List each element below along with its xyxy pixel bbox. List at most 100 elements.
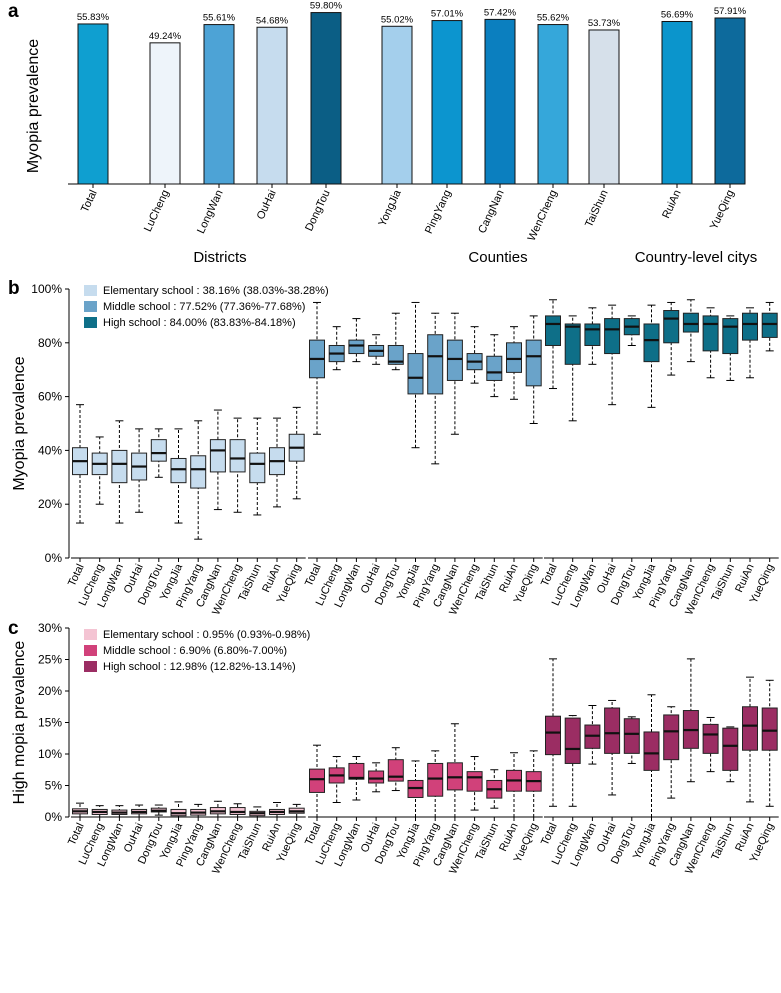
legend-swatch-middle-school: [84, 645, 97, 656]
bar-longwan: [203, 24, 235, 185]
x-tick-label: Total: [66, 562, 87, 588]
box-iqr: [150, 439, 167, 462]
y-tick-label: 40%: [38, 443, 62, 457]
box-elementary-school-wencheng: [229, 417, 246, 513]
bar-dongtou: [310, 12, 342, 185]
box-iqr: [525, 339, 542, 387]
bar-value-label: 49.24%: [149, 31, 182, 42]
box-high-school-cangnan: [682, 658, 699, 783]
x-tick-label: Total: [66, 821, 87, 847]
y-axis-title: Myopia prevalence: [11, 356, 28, 490]
y-tick-label: 0%: [45, 810, 63, 824]
bar-ouhai: [256, 26, 288, 185]
box-middle-school-yueqing: [525, 315, 542, 424]
legend-swatch-elementary-school: [84, 629, 97, 640]
legend-label-elementary-school: Elementary school : 0.95% (0.93%-0.98%): [103, 629, 310, 641]
box-middle-school-ruian: [506, 752, 522, 818]
box-high-school-taishun: [722, 315, 739, 381]
x-tick-label: CangNan: [476, 188, 507, 235]
legend-label-high-school: High school : 12.98% (12.82%-13.14%): [103, 661, 296, 673]
bar-value-label: 55.83%: [77, 12, 110, 23]
box-iqr: [368, 770, 385, 784]
box-iqr: [742, 312, 758, 341]
x-tick-label: LongWan: [195, 188, 226, 235]
box-middle-school-total: [309, 301, 325, 435]
box-iqr: [466, 771, 483, 792]
legend-swatch-middle-school: [84, 301, 97, 312]
y-tick-label: 0%: [45, 551, 63, 565]
box-iqr: [486, 355, 503, 381]
box-middle-school-yongjia: [407, 301, 424, 449]
box-high-school-pingyang: [663, 706, 680, 799]
x-tick-label: RuiAn: [660, 188, 684, 220]
x-tick-label: TaiShun: [583, 188, 611, 229]
box-iqr: [309, 768, 325, 793]
box-elementary-school-total: [72, 802, 88, 818]
box-middle-school-longwan: [348, 318, 365, 363]
box-high-school-taishun: [722, 726, 739, 783]
y-tick-label: 80%: [38, 336, 62, 350]
y-tick-label: 10%: [38, 747, 62, 761]
box-high-school-yongjia: [643, 304, 660, 408]
box-middle-school-total: [309, 744, 325, 818]
x-tick-label: OuHai: [255, 188, 279, 221]
box-high-school-total: [545, 658, 561, 807]
x-tick-label: YongJia: [376, 187, 404, 228]
box-middle-school-taishun: [486, 769, 503, 809]
box-middle-school-wencheng: [466, 756, 483, 811]
box-middle-school-taishun: [486, 334, 503, 398]
box-iqr: [584, 323, 601, 346]
bar-value-label: 55.61%: [203, 13, 236, 24]
legend-swatch-high-school: [84, 661, 97, 672]
box-high-school-ouhai: [604, 304, 621, 406]
box-iqr: [427, 334, 444, 395]
box-middle-school-lucheng: [328, 756, 345, 804]
box-high-school-ruian: [742, 307, 758, 379]
box-elementary-school-ouhai: [131, 428, 148, 513]
box-iqr: [387, 344, 404, 365]
y-axis-title: High mopia prevalence: [11, 641, 28, 805]
box-elementary-school-yueqing: [288, 803, 305, 818]
box-middle-school-ruian: [506, 326, 522, 400]
box-elementary-school-cangnan: [209, 800, 226, 818]
bar-value-label: 57.91%: [714, 6, 747, 17]
box-elementary-school-ruian: [269, 802, 285, 818]
bar-yongjia: [381, 25, 413, 185]
box-middle-school-lucheng: [328, 326, 345, 371]
box-high-school-lucheng: [564, 315, 581, 422]
panel-b: b Myopia prevalence 0% 20% 40% 60% 80% 100% Tota…: [8, 278, 779, 617]
bar-total: [77, 23, 109, 185]
box-middle-school-yongjia: [407, 760, 424, 818]
box-high-school-ouhai: [604, 699, 621, 796]
box-high-school-dongtou: [623, 716, 640, 764]
box-elementary-school-dongtou: [150, 804, 167, 816]
box-iqr: [722, 727, 739, 771]
box-iqr: [427, 762, 444, 797]
box-iqr: [643, 323, 660, 363]
box-iqr: [348, 339, 365, 355]
box-iqr: [722, 318, 739, 355]
legend-label-middle-school: Middle school : 77.52% (77.36%-77.68%): [103, 301, 305, 313]
box-elementary-school-taishun: [249, 417, 266, 516]
y-tick-label: 25%: [38, 653, 62, 667]
box-middle-school-dongtou: [387, 312, 404, 371]
box-elementary-school-yongjia: [170, 428, 187, 524]
box-high-school-yueqing: [761, 301, 778, 352]
box-elementary-school-yueqing: [288, 406, 305, 500]
group-label-country-level-citys: Country-level citys: [635, 249, 758, 266]
group-label-districts: Districts: [193, 249, 246, 266]
box-iqr: [170, 457, 187, 484]
box-iqr: [209, 439, 226, 473]
x-tick-label: Total: [539, 562, 560, 588]
group-label-counties: Counties: [468, 249, 527, 266]
bar-wencheng: [537, 24, 569, 185]
box-elementary-school-cangnan: [209, 409, 226, 511]
box-elementary-school-longwan: [111, 805, 128, 818]
bar-ruian: [661, 20, 693, 185]
legend-swatch-elementary-school: [84, 285, 97, 296]
box-high-school-longwan: [584, 307, 601, 365]
box-iqr: [387, 759, 404, 782]
box-iqr: [663, 714, 680, 761]
x-tick-label: PingYang: [423, 188, 454, 236]
